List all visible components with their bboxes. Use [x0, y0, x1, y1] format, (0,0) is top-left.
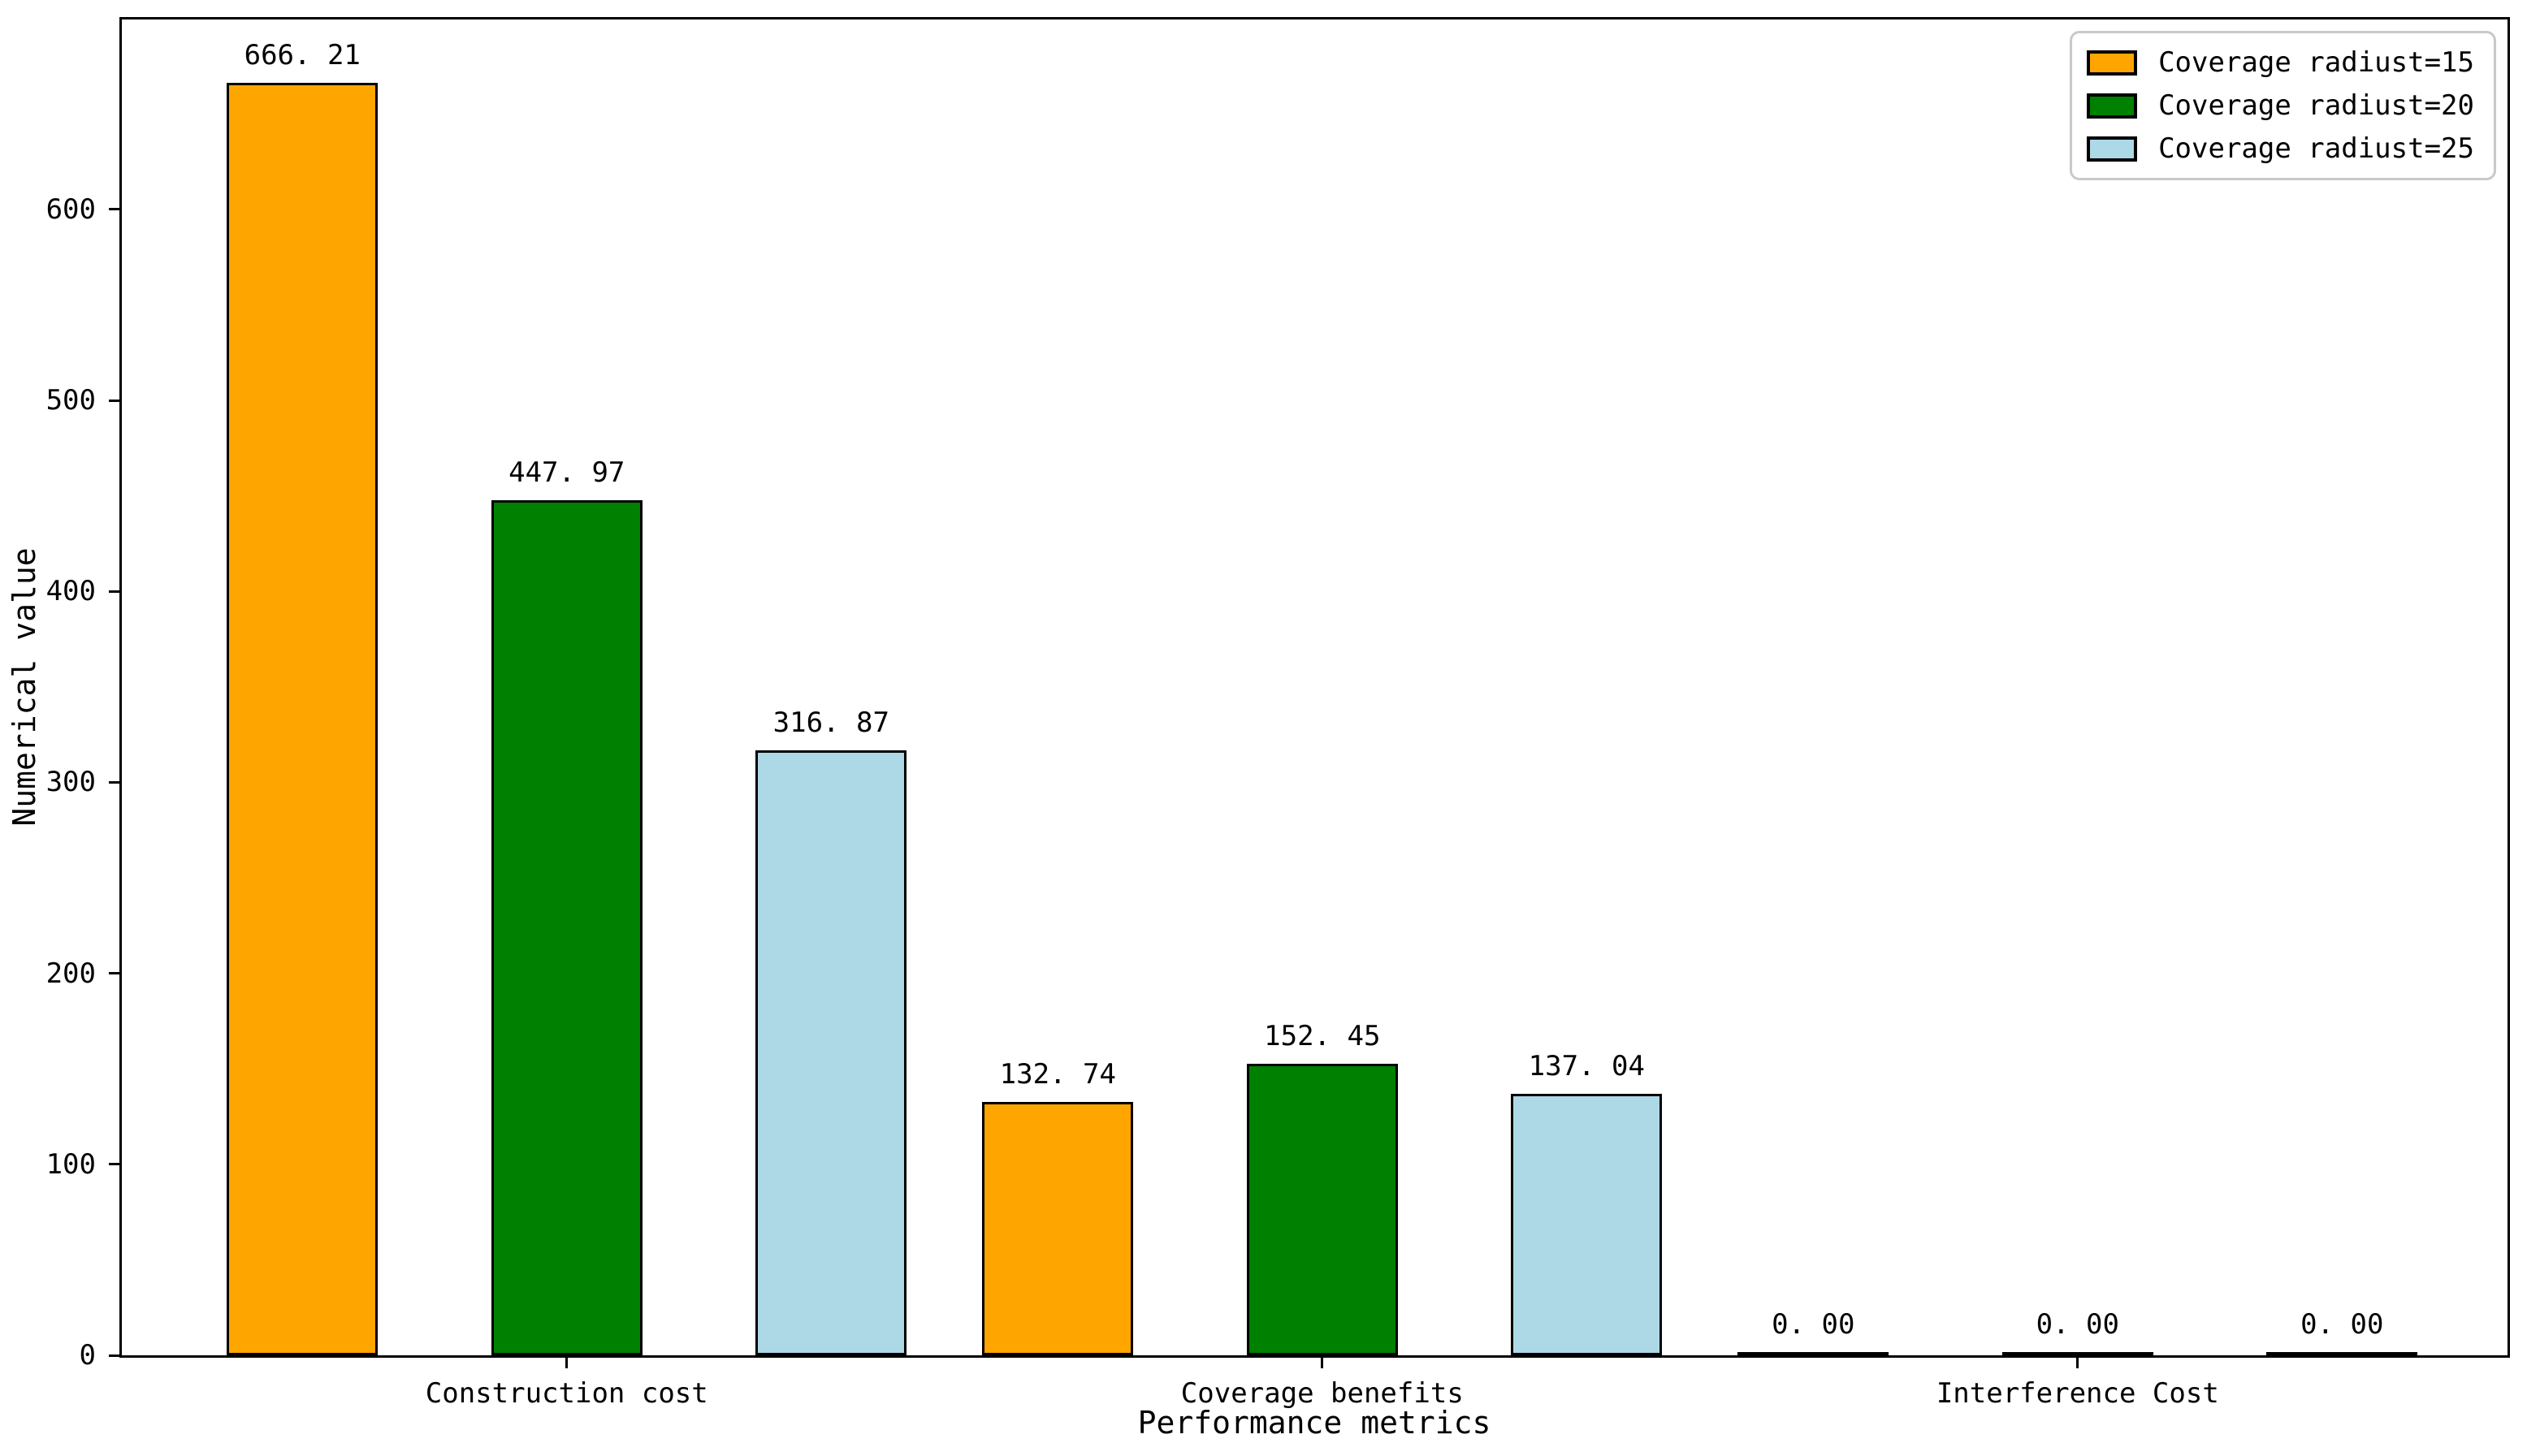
legend-item-coverage-radiust-15: Coverage radiust=15	[2087, 46, 2474, 79]
legend-swatch-icon	[2087, 93, 2138, 119]
y-tick-label: 100	[45, 1147, 96, 1181]
legend-item-coverage-radiust-25: Coverage radiust=25	[2087, 132, 2474, 165]
legend: Coverage radiust=15 Coverage radiust=20 Co…	[2070, 31, 2496, 180]
bar-value-label: 132. 74	[999, 1058, 1116, 1091]
bar-value-label: 447. 97	[508, 456, 625, 489]
bar-interference-cost-coverage-radiust-15	[1737, 1352, 1889, 1355]
bar-construction-cost-coverage-radiust-15	[227, 83, 379, 1355]
bar-value-label: 0. 00	[2036, 1308, 2119, 1341]
bar-coverage-benefits-coverage-radiust-25	[1511, 1094, 1663, 1355]
legend-swatch-icon	[2087, 136, 2138, 162]
x-tick-mark	[1321, 1358, 1324, 1368]
bar-construction-cost-coverage-radiust-20	[491, 500, 643, 1355]
bar-value-label: 0. 00	[2300, 1308, 2384, 1341]
plot-area: Coverage radiust=15 Coverage radiust=20 Co…	[119, 17, 2510, 1358]
y-tick-mark	[109, 1163, 119, 1166]
y-tick-label: 300	[45, 766, 96, 799]
x-tick-mark	[2076, 1358, 2079, 1368]
bar-value-label: 316. 87	[772, 706, 889, 739]
y-tick-mark	[109, 399, 119, 402]
y-tick-label: 200	[45, 957, 96, 990]
bar-value-label: 152. 45	[1264, 1020, 1381, 1052]
y-tick-mark	[109, 590, 119, 593]
bar-construction-cost-coverage-radiust-25	[755, 750, 907, 1355]
bar-coverage-benefits-coverage-radiust-20	[1246, 1064, 1398, 1355]
y-tick-label: 0	[79, 1339, 96, 1372]
bar-interference-cost-coverage-radiust-20	[2001, 1352, 2153, 1355]
legend-swatch-icon	[2087, 50, 2138, 76]
bar-value-label: 666. 21	[244, 39, 361, 71]
x-tick-mark	[565, 1358, 569, 1368]
y-tick-mark	[109, 208, 119, 211]
bar-coverage-benefits-coverage-radiust-15	[982, 1102, 1134, 1355]
y-tick-mark	[109, 1354, 119, 1357]
y-tick-mark	[109, 972, 119, 975]
x-tick-label-coverage-benefits: Coverage benefits	[1180, 1377, 1464, 1410]
y-tick-mark	[109, 780, 119, 784]
legend-item-coverage-radiust-20: Coverage radiust=20	[2087, 89, 2474, 122]
legend-label: Coverage radiust=25	[2158, 132, 2474, 165]
x-axis-title: Performance metrics	[1137, 1405, 1491, 1441]
y-tick-label: 400	[45, 575, 96, 608]
y-tick-label: 500	[45, 384, 96, 417]
x-tick-label-construction-cost: Construction cost	[425, 1377, 708, 1410]
y-tick-label: 600	[45, 192, 96, 226]
bar-value-label: 0. 00	[1772, 1308, 1855, 1341]
bar-value-label: 137. 04	[1528, 1050, 1645, 1082]
bar-interference-cost-coverage-radiust-25	[2266, 1352, 2418, 1355]
x-tick-label-interference-cost: Interference Cost	[1936, 1377, 2219, 1410]
legend-label: Coverage radiust=20	[2158, 89, 2474, 122]
legend-label: Coverage radiust=15	[2158, 46, 2474, 79]
